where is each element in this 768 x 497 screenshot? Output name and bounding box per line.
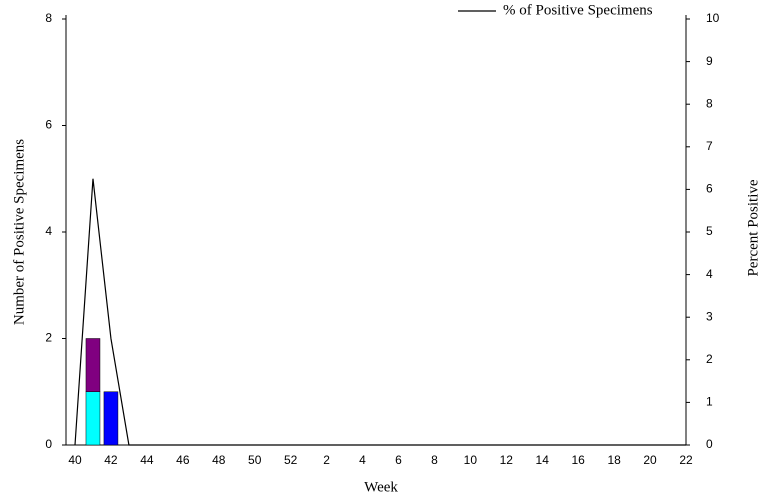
y2-tick-label: 3: [706, 309, 713, 323]
y2-axis-title: Percent Positive: [745, 179, 761, 276]
x-tick-label: 18: [607, 453, 621, 467]
x-axis-title: Week: [364, 479, 398, 495]
x-tick-label: 8: [431, 453, 438, 467]
y-tick-label: 0: [45, 437, 52, 451]
x-tick-label: 48: [212, 453, 226, 467]
y-tick-label: 4: [45, 224, 52, 238]
x-tick-label: 20: [643, 453, 657, 467]
x-tick-label: 16: [571, 453, 585, 467]
x-tick-label: 14: [536, 453, 550, 467]
y2-tick-label: 6: [706, 182, 713, 196]
y2-tick-label: 8: [706, 96, 713, 110]
bar: [85, 338, 101, 392]
y2-tick-label: 10: [706, 11, 720, 25]
x-tick-label: 42: [104, 453, 118, 467]
legend-label: % of Positive Specimens: [503, 2, 653, 18]
x-tick-label: 12: [500, 453, 514, 467]
x-tick-label: 50: [248, 453, 262, 467]
y-axis-title: Number of Positive Specimens: [11, 139, 27, 325]
y2-tick-label: 2: [706, 352, 713, 366]
x-tick-label: 46: [176, 453, 190, 467]
y2-tick-label: 0: [706, 437, 713, 451]
y-tick-label: 8: [45, 11, 52, 25]
line-series: [74, 178, 686, 446]
x-tick-label: 44: [140, 453, 154, 467]
bar: [103, 391, 119, 446]
y-tick-label: 2: [45, 331, 52, 345]
x-tick-label: 10: [464, 453, 478, 467]
y2-tick-label: 7: [706, 139, 713, 153]
x-tick-label: 6: [395, 453, 402, 467]
y2-tick-label: 9: [706, 54, 713, 68]
x-tick-label: 4: [359, 453, 366, 467]
y2-tick-label: 5: [706, 224, 713, 238]
y-tick-label: 6: [45, 118, 52, 132]
y2-tick-label: 1: [706, 395, 713, 409]
x-tick-label: 22: [679, 453, 693, 467]
bar: [85, 391, 101, 446]
x-tick-label: 40: [68, 453, 82, 467]
y2-tick-label: 4: [706, 267, 713, 281]
x-tick-label: 2: [323, 453, 330, 467]
x-tick-label: 52: [284, 453, 298, 467]
